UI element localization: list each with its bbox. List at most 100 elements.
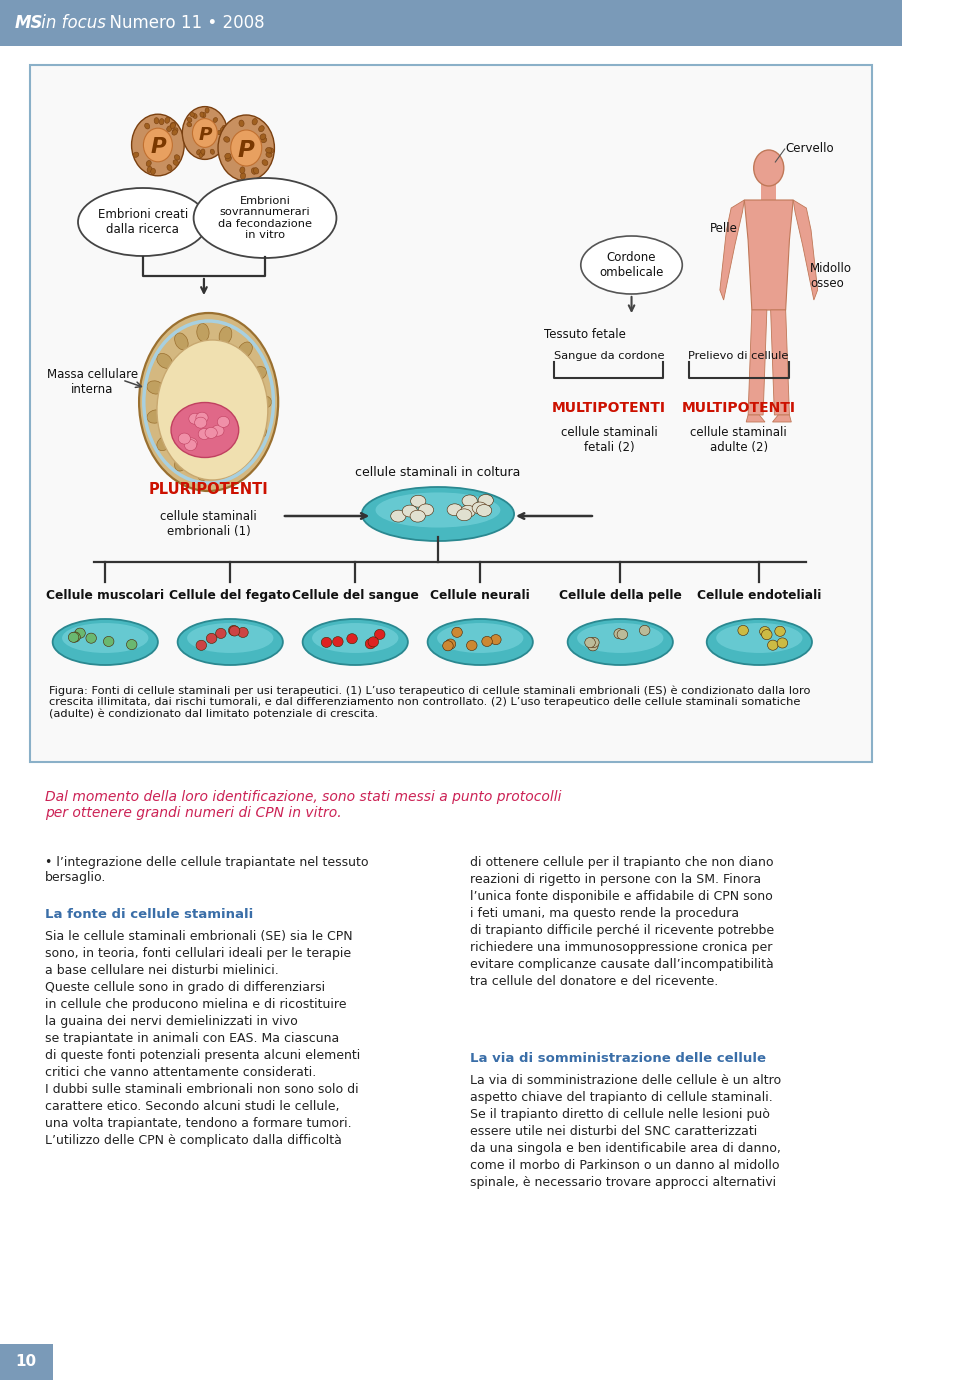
Ellipse shape bbox=[178, 620, 283, 665]
Ellipse shape bbox=[445, 639, 456, 649]
Ellipse shape bbox=[443, 640, 453, 651]
Text: P: P bbox=[198, 126, 211, 144]
Text: Cellule del fegato: Cellule del fegato bbox=[169, 588, 291, 602]
Ellipse shape bbox=[707, 620, 812, 665]
Text: Prelievo di cellule: Prelievo di cellule bbox=[688, 351, 789, 362]
Polygon shape bbox=[746, 415, 765, 422]
Ellipse shape bbox=[302, 620, 408, 665]
Ellipse shape bbox=[78, 188, 207, 257]
Ellipse shape bbox=[759, 627, 770, 636]
Ellipse shape bbox=[206, 633, 217, 643]
Ellipse shape bbox=[220, 127, 226, 132]
Ellipse shape bbox=[716, 622, 803, 653]
Ellipse shape bbox=[447, 504, 463, 516]
FancyBboxPatch shape bbox=[0, 1344, 53, 1380]
Ellipse shape bbox=[224, 137, 229, 142]
Ellipse shape bbox=[170, 123, 176, 128]
Polygon shape bbox=[748, 310, 767, 415]
Ellipse shape bbox=[778, 638, 787, 649]
Ellipse shape bbox=[143, 128, 173, 161]
Ellipse shape bbox=[761, 629, 772, 640]
Ellipse shape bbox=[193, 113, 197, 119]
Ellipse shape bbox=[567, 620, 673, 665]
Ellipse shape bbox=[187, 117, 192, 123]
Polygon shape bbox=[773, 415, 791, 422]
Ellipse shape bbox=[218, 115, 275, 181]
Ellipse shape bbox=[260, 134, 266, 139]
Ellipse shape bbox=[187, 622, 274, 653]
FancyBboxPatch shape bbox=[0, 0, 902, 46]
Ellipse shape bbox=[266, 148, 272, 153]
Ellipse shape bbox=[202, 112, 205, 117]
Text: Sangue da cordone: Sangue da cordone bbox=[554, 351, 664, 362]
Text: in focus: in focus bbox=[36, 14, 106, 32]
Text: cellule staminali
fetali (2): cellule staminali fetali (2) bbox=[561, 426, 658, 454]
Ellipse shape bbox=[156, 339, 268, 480]
Ellipse shape bbox=[577, 622, 663, 653]
FancyBboxPatch shape bbox=[30, 65, 872, 762]
Ellipse shape bbox=[132, 115, 184, 175]
Ellipse shape bbox=[217, 130, 222, 135]
Text: Cellule muscolari: Cellule muscolari bbox=[46, 588, 164, 602]
Text: Tessuto fetale: Tessuto fetale bbox=[543, 327, 626, 341]
Ellipse shape bbox=[238, 628, 249, 638]
Ellipse shape bbox=[365, 639, 375, 649]
Text: Massa cellulare
interna: Massa cellulare interna bbox=[46, 368, 137, 396]
Ellipse shape bbox=[368, 636, 378, 647]
Ellipse shape bbox=[198, 429, 210, 439]
Ellipse shape bbox=[145, 123, 150, 128]
Ellipse shape bbox=[476, 505, 492, 516]
Ellipse shape bbox=[478, 494, 493, 506]
Ellipse shape bbox=[238, 342, 252, 357]
Text: Dal momento della loro identificazione, sono stati messi a punto protocolli
per : Dal momento della loro identificazione, … bbox=[45, 789, 562, 820]
Text: MULTIPOTENTI: MULTIPOTENTI bbox=[682, 402, 796, 415]
Ellipse shape bbox=[179, 433, 190, 444]
Text: • l’integrazione delle cellule trapiantate nel tessuto
bersaglio.: • l’integrazione delle cellule trapianta… bbox=[45, 856, 369, 885]
Ellipse shape bbox=[210, 149, 214, 155]
Ellipse shape bbox=[171, 403, 239, 458]
Ellipse shape bbox=[251, 424, 267, 437]
Ellipse shape bbox=[230, 130, 262, 166]
Ellipse shape bbox=[585, 638, 595, 647]
Text: Cellule della pelle: Cellule della pelle bbox=[559, 588, 682, 602]
Ellipse shape bbox=[196, 413, 208, 424]
Ellipse shape bbox=[239, 120, 244, 127]
Ellipse shape bbox=[225, 153, 230, 159]
Ellipse shape bbox=[199, 152, 203, 157]
Ellipse shape bbox=[254, 396, 272, 408]
Text: Sia le cellule staminali embrionali (SE) sia le CPN
sono, in teoria, fonti cellu: Sia le cellule staminali embrionali (SE)… bbox=[45, 930, 360, 1147]
Ellipse shape bbox=[53, 620, 157, 665]
Ellipse shape bbox=[427, 620, 533, 665]
Ellipse shape bbox=[190, 112, 195, 117]
Ellipse shape bbox=[240, 172, 246, 179]
Ellipse shape bbox=[189, 413, 201, 424]
Text: La via di somministrazione delle cellule è un altro
aspetto chiave del trapianto: La via di somministrazione delle cellule… bbox=[469, 1074, 781, 1190]
Ellipse shape bbox=[419, 504, 434, 516]
Ellipse shape bbox=[155, 117, 158, 124]
Ellipse shape bbox=[228, 625, 239, 636]
Ellipse shape bbox=[768, 640, 779, 650]
Ellipse shape bbox=[170, 123, 176, 128]
Ellipse shape bbox=[461, 505, 475, 518]
Ellipse shape bbox=[201, 149, 204, 155]
Ellipse shape bbox=[457, 509, 472, 520]
Polygon shape bbox=[793, 200, 818, 299]
Text: PLURIPOTENTI: PLURIPOTENTI bbox=[149, 482, 269, 497]
Ellipse shape bbox=[613, 629, 624, 639]
Ellipse shape bbox=[133, 152, 139, 157]
Ellipse shape bbox=[258, 126, 264, 131]
Ellipse shape bbox=[187, 123, 192, 127]
Ellipse shape bbox=[213, 117, 218, 123]
Ellipse shape bbox=[266, 152, 272, 157]
Text: cellule staminali
adulte (2): cellule staminali adulte (2) bbox=[690, 426, 787, 454]
Ellipse shape bbox=[312, 622, 398, 653]
Ellipse shape bbox=[374, 629, 385, 639]
Ellipse shape bbox=[212, 425, 224, 436]
Ellipse shape bbox=[472, 502, 488, 513]
Ellipse shape bbox=[205, 108, 209, 113]
Ellipse shape bbox=[410, 511, 425, 522]
Ellipse shape bbox=[85, 633, 96, 643]
Ellipse shape bbox=[200, 112, 204, 117]
Ellipse shape bbox=[219, 327, 232, 344]
Ellipse shape bbox=[322, 638, 332, 647]
